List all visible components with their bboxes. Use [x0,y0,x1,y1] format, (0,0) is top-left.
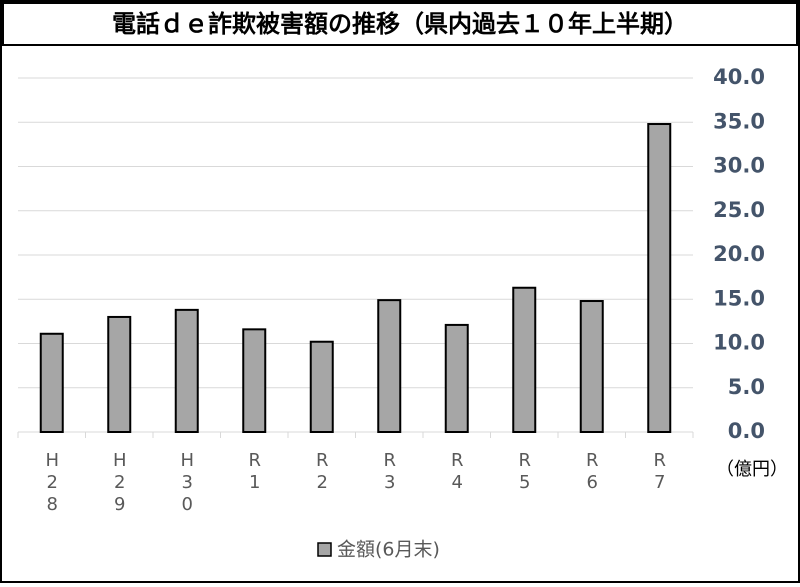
title-box [2,2,798,46]
bar [377,299,402,434]
bar [174,308,199,433]
x-tick-label: H28 [42,450,63,516]
bar [242,328,267,433]
y-tick-label: 0.0 [728,419,765,443]
y-tick-label: 10.0 [713,331,765,355]
y-tick-label: 40.0 [713,65,765,89]
x-tick-label: R4 [447,450,468,494]
bar [309,340,334,434]
y-tick-label: 35.0 [713,109,765,133]
x-tick-label: R7 [649,450,670,494]
x-tick-label: R2 [312,450,333,494]
chart-title: 電話ｄｅ詐欺被害額の推移（県内過去１０年上半期） [112,10,688,38]
y-tick-label: 30.0 [713,154,765,178]
bar [647,123,672,434]
x-tick-label: H30 [177,450,198,516]
x-tick-label: H29 [109,450,130,516]
y-axis-unit: （億円） [716,459,788,480]
y-tick-label: 15.0 [713,286,765,310]
x-tick-label: R5 [514,450,535,494]
bar [444,323,469,434]
x-tick-label: R6 [582,450,603,494]
y-tick-label: 25.0 [713,198,765,222]
legend-swatch [317,542,332,557]
bar [107,315,132,434]
bar [512,286,537,433]
y-tick-label: 5.0 [728,375,765,399]
bar [579,300,604,433]
x-tick-label: R3 [379,450,400,494]
x-tick-label: R1 [244,450,265,494]
legend-label: 金額(6月末) [337,539,440,561]
bar [39,332,64,434]
y-tick-label: 20.0 [713,242,765,266]
